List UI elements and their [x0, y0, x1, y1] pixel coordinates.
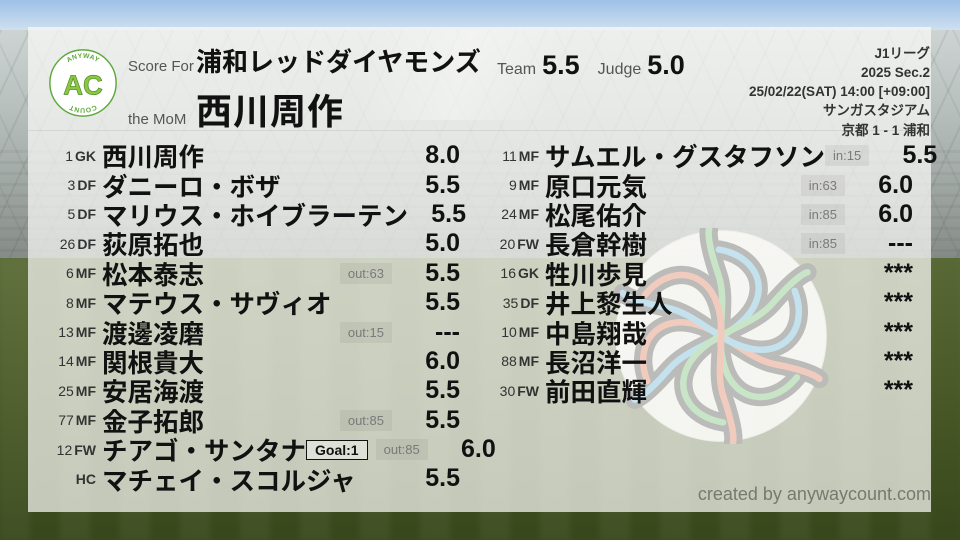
svg-text:AC: AC — [63, 70, 103, 101]
